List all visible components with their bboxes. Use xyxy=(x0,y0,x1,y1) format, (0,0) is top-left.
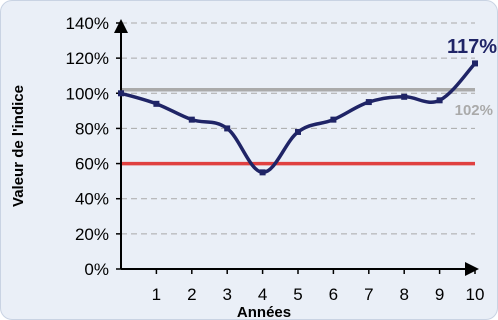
data-point xyxy=(365,99,372,106)
data-point xyxy=(330,116,337,123)
x-tick-label: 7 xyxy=(364,285,373,304)
data-point xyxy=(401,93,408,100)
y-tick-label: 0% xyxy=(84,260,109,279)
x-tick-label: 5 xyxy=(293,285,302,304)
data-point xyxy=(259,169,266,176)
x-tick-label: 9 xyxy=(435,285,444,304)
reference-lines xyxy=(121,88,475,166)
y-tick-label: 120% xyxy=(66,49,109,68)
data-point xyxy=(153,100,160,107)
y-tick-label: 40% xyxy=(75,190,109,209)
y-axis-arrow xyxy=(114,19,128,33)
y-tick-label: 20% xyxy=(75,225,109,244)
x-tick-label: 6 xyxy=(329,285,338,304)
data-point xyxy=(118,90,124,97)
series-line xyxy=(120,62,477,175)
axes xyxy=(114,19,479,276)
x-tick-label: 1 xyxy=(152,285,161,304)
series xyxy=(118,60,478,176)
y-axis-title: Valeur de l'indice xyxy=(10,85,27,207)
data-point xyxy=(224,125,231,132)
gridlines xyxy=(121,22,475,235)
data-point xyxy=(472,60,478,67)
x-tick-label: 8 xyxy=(399,285,408,304)
y-tick-label: 60% xyxy=(75,155,109,174)
end-value-label: 117% xyxy=(447,36,497,58)
data-point xyxy=(295,128,301,135)
y-tick-label: 140% xyxy=(66,14,109,33)
x-axis-title: Années xyxy=(237,304,291,319)
data-point xyxy=(188,116,195,123)
y-tick-label: 100% xyxy=(66,84,109,103)
y-tick-label: 80% xyxy=(75,119,109,138)
x-axis-arrow xyxy=(465,262,479,276)
data-labels: 102% 117% xyxy=(447,36,497,119)
tick-labels: 0% 20% 40% 60% 80% 100% 120% 140% 1 2 3 4 5 6 7 8 9 10 xyxy=(66,14,485,304)
x-tick-label: 10 xyxy=(466,285,485,304)
x-tick-label: 3 xyxy=(222,285,231,304)
reference-line-label: 102% xyxy=(455,102,493,119)
x-tick-label: 4 xyxy=(258,285,267,304)
data-point xyxy=(436,97,443,104)
x-tick-label: 2 xyxy=(187,285,196,304)
